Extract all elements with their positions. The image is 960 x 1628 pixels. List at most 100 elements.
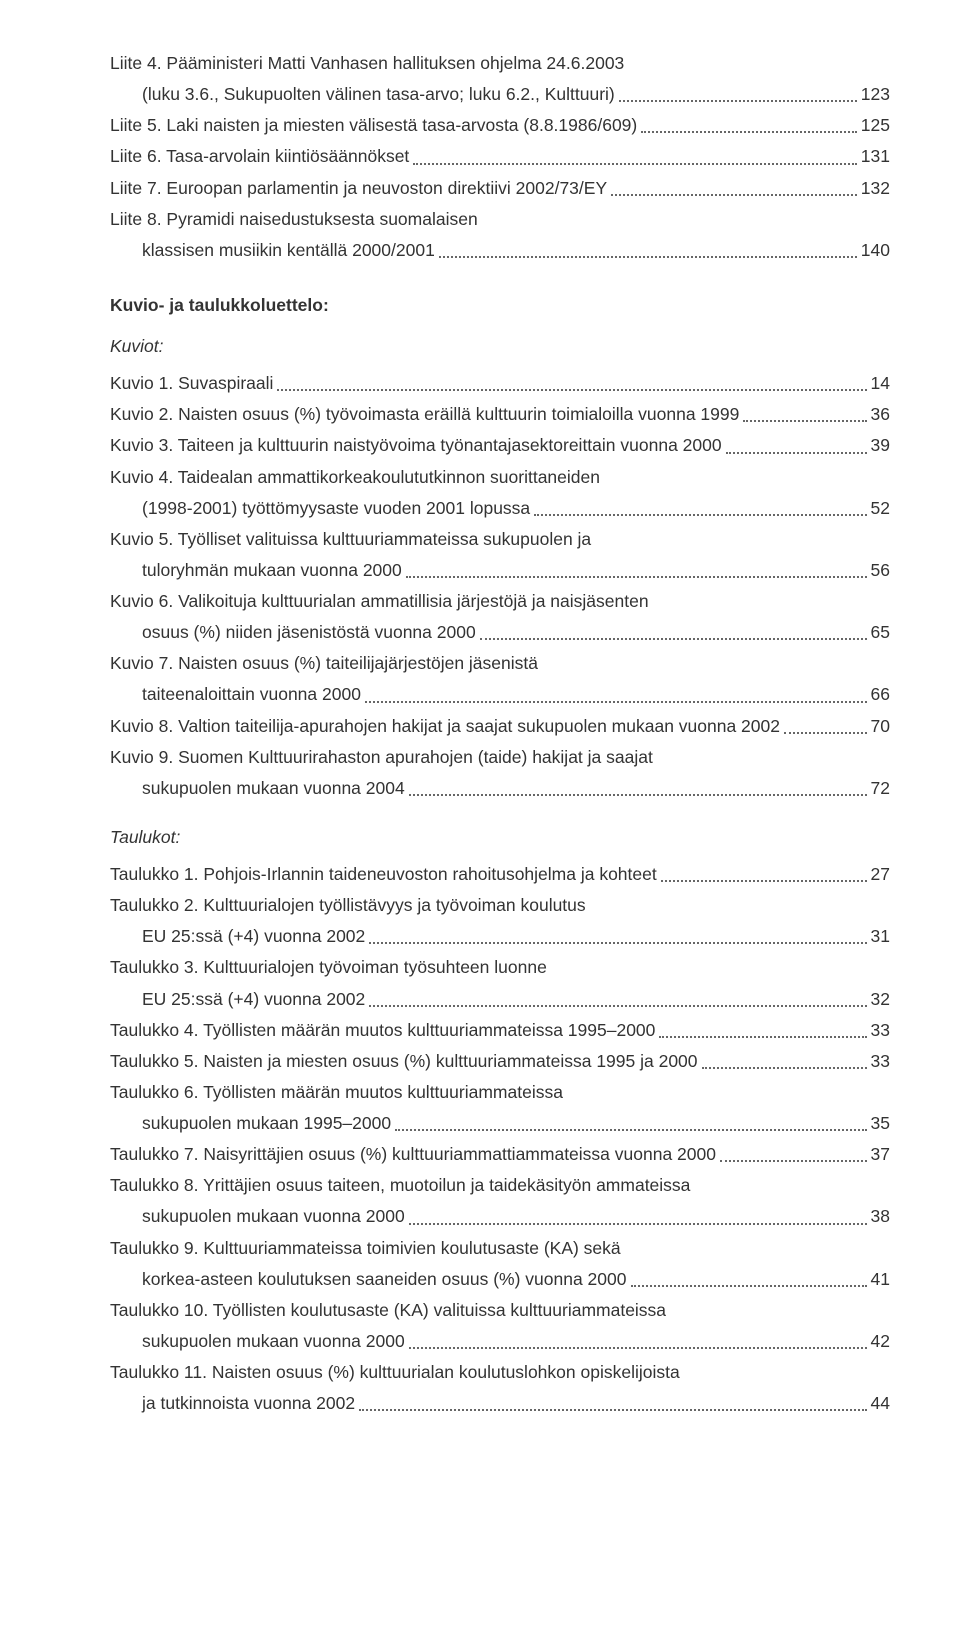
taulukot-page: 37 xyxy=(871,1141,890,1168)
leader-dots xyxy=(641,131,857,133)
liite-label: Liite 7. Euroopan parlamentin ja neuvost… xyxy=(110,175,607,202)
kuviot-row: Kuvio 3. Taiteen ja kulttuurin naistyövo… xyxy=(110,432,890,459)
taulukot-row: Taulukko 10. Työllisten koulutusaste (KA… xyxy=(110,1297,890,1324)
taulukot-row: EU 25:ssä (+4) vuonna 2002 31 xyxy=(110,923,890,950)
kuviot-row: Kuvio 7. Naisten osuus (%) taiteilijajär… xyxy=(110,650,890,677)
taulukot-row: Taulukko 1. Pohjois-Irlannin taideneuvos… xyxy=(110,861,890,888)
taulukot-row: Taulukko 8. Yrittäjien osuus taiteen, mu… xyxy=(110,1172,890,1199)
sub-heading-taulukot: Taulukot: xyxy=(110,824,890,851)
kuviot-row: Kuvio 5. Työlliset valituissa kulttuuria… xyxy=(110,526,890,553)
kuviot-row: osuus (%) niiden jäsenistöstä vuonna 200… xyxy=(110,619,890,646)
taulukot-label: EU 25:ssä (+4) vuonna 2002 xyxy=(110,986,365,1013)
taulukot-page: 31 xyxy=(871,923,890,950)
taulukot-row: sukupuolen mukaan vuonna 2000 42 xyxy=(110,1328,890,1355)
kuviot-row: Kuvio 6. Valikoituja kulttuurialan ammat… xyxy=(110,588,890,615)
liite-page: 131 xyxy=(861,143,890,170)
liite-row: klassisen musiikin kentällä 2000/2001140 xyxy=(110,237,890,264)
taulukot-label: sukupuolen mukaan vuonna 2000 xyxy=(110,1328,405,1355)
liite-page: 125 xyxy=(861,112,890,139)
taulukot-row: Taulukko 9. Kulttuuriammateissa toimivie… xyxy=(110,1235,890,1262)
section-heading-kuvio-taulukko: Kuvio- ja taulukkoluettelo: xyxy=(110,292,890,319)
taulukot-label: Taulukko 10. Työllisten koulutusaste (KA… xyxy=(110,1297,666,1324)
taulukot-row: sukupuolen mukaan vuonna 200038 xyxy=(110,1203,890,1230)
taulukot-page: 27 xyxy=(871,861,890,888)
taulukot-label: sukupuolen mukaan 1995–2000 xyxy=(110,1110,391,1137)
kuviot-label: taiteenaloittain vuonna 2000 xyxy=(110,681,361,708)
taulukot-page: 44 xyxy=(871,1390,890,1417)
kuviot-page: 52 xyxy=(871,495,890,522)
kuviot-page: 65 xyxy=(871,619,890,646)
taulukot-row: Taulukko 11. Naisten osuus (%) kulttuuri… xyxy=(110,1359,890,1386)
taulukot-label: Taulukko 11. Naisten osuus (%) kulttuuri… xyxy=(110,1359,680,1386)
kuviot-page: 56 xyxy=(871,557,890,584)
taulukot-page: 42 xyxy=(871,1328,890,1355)
taulukot-row: EU 25:ssä (+4) vuonna 2002 32 xyxy=(110,986,890,1013)
leader-dots xyxy=(534,514,866,516)
liite-label: Liite 4. Pääministeri Matti Vanhasen hal… xyxy=(110,50,624,77)
leader-dots xyxy=(413,163,857,165)
taulukot-label: Taulukko 8. Yrittäjien osuus taiteen, mu… xyxy=(110,1172,690,1199)
leader-dots xyxy=(720,1160,867,1162)
taulukot-page: 32 xyxy=(871,986,890,1013)
appendix-list: Liite 4. Pääministeri Matti Vanhasen hal… xyxy=(110,50,890,264)
kuviot-label: Kuvio 1. Suvaspiraali xyxy=(110,370,273,397)
kuviot-label: osuus (%) niiden jäsenistöstä vuonna 200… xyxy=(110,619,476,646)
taulukot-label: ja tutkinnoista vuonna 2002 xyxy=(110,1390,355,1417)
liite-label: (luku 3.6., Sukupuolten välinen tasa-arv… xyxy=(110,81,615,108)
kuviot-row: Kuvio 8. Valtion taiteilija-apurahojen h… xyxy=(110,713,890,740)
taulukot-row: Taulukko 5. Naisten ja miesten osuus (%)… xyxy=(110,1048,890,1075)
taulukot-label: Taulukko 9. Kulttuuriammateissa toimivie… xyxy=(110,1235,621,1262)
liite-page: 132 xyxy=(861,175,890,202)
leader-dots xyxy=(661,880,867,882)
taulukot-row: Taulukko 7. Naisyrittäjien osuus (%) kul… xyxy=(110,1141,890,1168)
taulukot-page: 41 xyxy=(871,1266,890,1293)
kuviot-row: Kuvio 9. Suomen Kulttuurirahaston apurah… xyxy=(110,744,890,771)
kuviot-page: 72 xyxy=(871,775,890,802)
leader-dots xyxy=(409,1347,867,1349)
liite-page: 140 xyxy=(861,237,890,264)
leader-dots xyxy=(365,701,867,703)
sub-heading-kuviot: Kuviot: xyxy=(110,333,890,360)
kuviot-label: Kuvio 4. Taidealan ammattikorkeakoulutut… xyxy=(110,464,600,491)
taulukot-page: 33 xyxy=(871,1017,890,1044)
leader-dots xyxy=(702,1067,867,1069)
kuviot-page: 70 xyxy=(871,713,890,740)
kuviot-page: 14 xyxy=(871,370,890,397)
kuviot-label: Kuvio 2. Naisten osuus (%) työvoimasta e… xyxy=(110,401,739,428)
tables-list: Taulukko 1. Pohjois-Irlannin taideneuvos… xyxy=(110,861,890,1417)
taulukot-page: 35 xyxy=(871,1110,890,1137)
leader-dots xyxy=(619,100,857,102)
kuviot-label: sukupuolen mukaan vuonna 2004 xyxy=(110,775,405,802)
kuviot-label: tuloryhmän mukaan vuonna 2000 xyxy=(110,557,402,584)
taulukot-row: Taulukko 2. Kulttuurialojen työllistävyy… xyxy=(110,892,890,919)
leader-dots xyxy=(369,942,866,944)
liite-row: Liite 8. Pyramidi naisedustuksesta suoma… xyxy=(110,206,890,233)
liite-row: Liite 5. Laki naisten ja miesten välises… xyxy=(110,112,890,139)
leader-dots xyxy=(439,256,857,258)
taulukot-label: Taulukko 2. Kulttuurialojen työllistävyy… xyxy=(110,892,586,919)
leader-dots xyxy=(611,194,857,196)
kuviot-row: Kuvio 2. Naisten osuus (%) työvoimasta e… xyxy=(110,401,890,428)
liite-label: Liite 8. Pyramidi naisedustuksesta suoma… xyxy=(110,206,478,233)
taulukot-label: sukupuolen mukaan vuonna 2000 xyxy=(110,1203,405,1230)
kuviot-label: Kuvio 3. Taiteen ja kulttuurin naistyövo… xyxy=(110,432,722,459)
taulukot-label: Taulukko 5. Naisten ja miesten osuus (%)… xyxy=(110,1048,698,1075)
taulukot-label: korkea-asteen koulutuksen saaneiden osuu… xyxy=(110,1266,627,1293)
leader-dots xyxy=(659,1036,866,1038)
taulukot-label: EU 25:ssä (+4) vuonna 2002 xyxy=(110,923,365,950)
liite-row: Liite 6. Tasa-arvolain kiintiösäännökset… xyxy=(110,143,890,170)
kuviot-label: Kuvio 5. Työlliset valituissa kulttuuria… xyxy=(110,526,591,553)
kuviot-label: Kuvio 8. Valtion taiteilija-apurahojen h… xyxy=(110,713,780,740)
liite-label: Liite 5. Laki naisten ja miesten välises… xyxy=(110,112,637,139)
leader-dots xyxy=(359,1409,866,1411)
kuviot-row: Kuvio 4. Taidealan ammattikorkeakoulutut… xyxy=(110,464,890,491)
figures-list: Kuvio 1. Suvaspiraali 14 Kuvio 2. Naisten … xyxy=(110,370,890,802)
leader-dots xyxy=(726,452,867,454)
kuviot-label: Kuvio 9. Suomen Kulttuurirahaston apurah… xyxy=(110,744,653,771)
kuviot-row: tuloryhmän mukaan vuonna 2000 56 xyxy=(110,557,890,584)
leader-dots xyxy=(480,638,867,640)
leader-dots xyxy=(409,794,867,796)
taulukot-row: Taulukko 3. Kulttuurialojen työvoiman ty… xyxy=(110,954,890,981)
taulukot-label: Taulukko 6. Työllisten määrän muutos kul… xyxy=(110,1079,563,1106)
kuviot-row: (1998-2001) työttömyysaste vuoden 2001 l… xyxy=(110,495,890,522)
